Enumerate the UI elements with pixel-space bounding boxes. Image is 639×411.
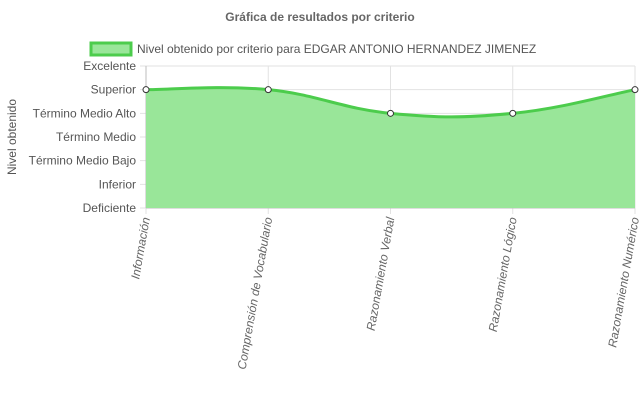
series-area xyxy=(146,87,635,208)
y-tick-label: Superior xyxy=(91,83,136,97)
y-tick-label: Término Medio xyxy=(56,130,136,144)
x-tick-label: Razonamiento Numérico xyxy=(605,216,639,349)
y-axis-title: Nivel obtenido xyxy=(5,99,19,175)
x-tick-label: Información xyxy=(128,216,153,280)
x-tick-label: Razonamiento Lógico xyxy=(486,216,520,333)
y-tick-label: Deficiente xyxy=(83,201,137,215)
legend-label: Nivel obtenido por criterio para EDGAR A… xyxy=(137,42,536,56)
y-tick-label: Inferior xyxy=(99,177,136,191)
y-tick-label: Término Medio Bajo xyxy=(29,154,137,168)
x-tick-label: Razonamiento Verbal xyxy=(364,216,398,332)
data-point xyxy=(264,86,272,94)
y-tick-label: Excelente xyxy=(83,59,136,73)
legend-swatch xyxy=(89,41,133,57)
data-point xyxy=(387,109,394,117)
plot-area: Excelente Superior Término Medio Alto Térmi… xyxy=(29,59,639,370)
chart-title: Gráfica de resultados por criterio xyxy=(225,10,414,24)
y-tick-label: Término Medio Alto xyxy=(33,106,137,120)
legend[interactable]: Nivel obtenido por criterio para EDGAR A… xyxy=(89,41,536,57)
data-point xyxy=(631,86,639,94)
data-point xyxy=(509,109,517,117)
data-point xyxy=(142,86,150,94)
x-tick-label: Comprensión de Vocabulario xyxy=(235,216,276,371)
